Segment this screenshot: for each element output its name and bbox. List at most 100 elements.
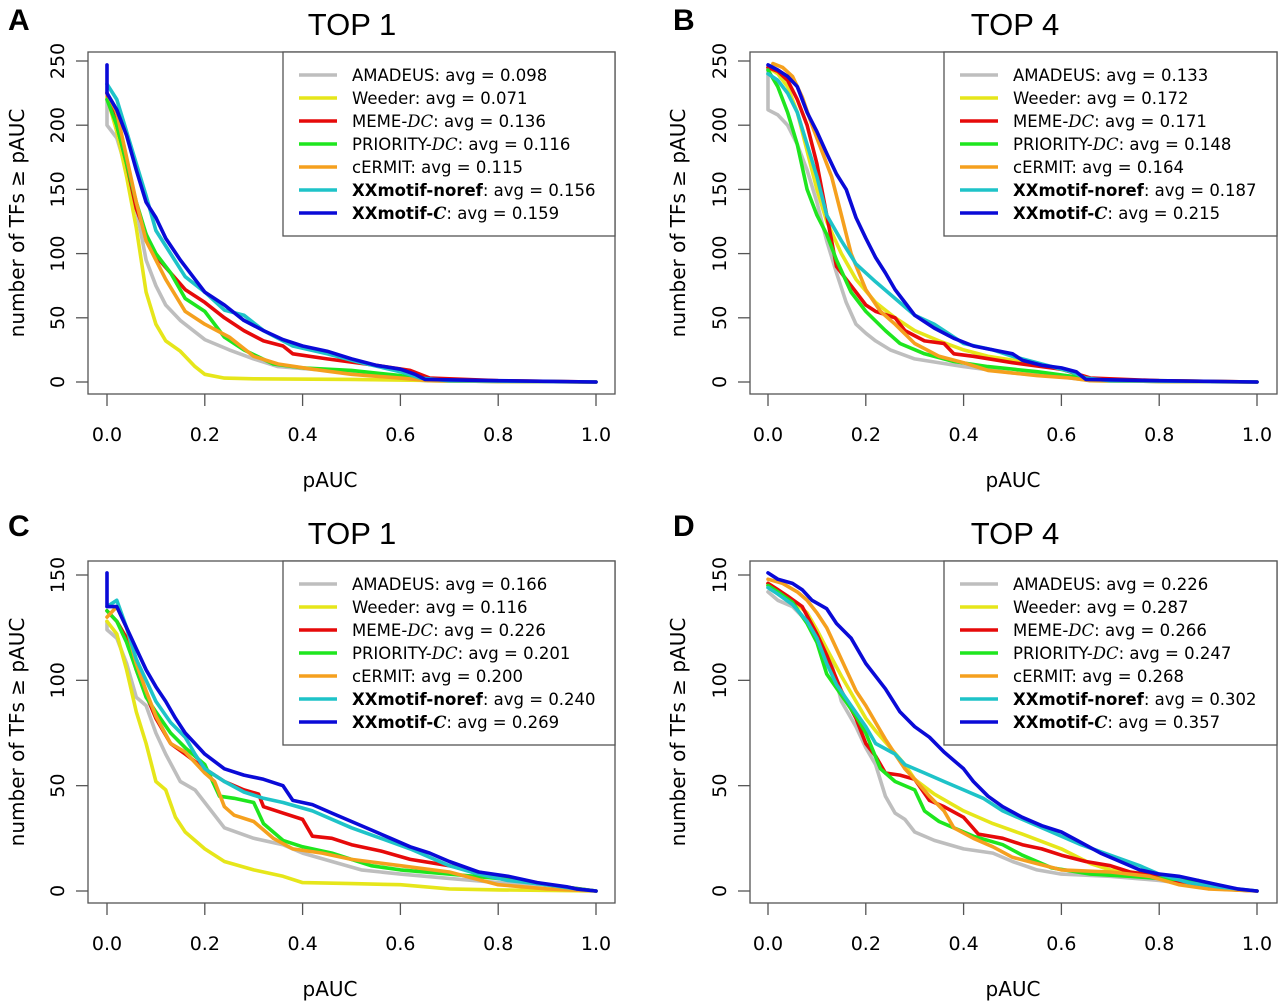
legend-label: MEME-DC: avg = 0.136 (352, 112, 546, 131)
legend-avg: : avg = (1094, 621, 1159, 640)
legend-series-suffix: DC (406, 621, 433, 640)
legend-series-suffix: DC (1067, 112, 1094, 131)
legend-series-suffix: DC (431, 135, 458, 154)
x-tick-label: 0.2 (851, 933, 881, 955)
legend-avg: : avg = (446, 713, 511, 732)
legend-series-name: MEME- (1013, 621, 1068, 640)
panel-d: D TOP 4 0.0 0.2 0.4 0.6 0.8 1.0 0 50 100 150 pAUC num… (666, 510, 1278, 1001)
legend-avg-value: 0.266 (1160, 621, 1207, 640)
legend-label: AMADEUS: avg = 0.226 (1013, 575, 1208, 594)
y-tick-label: 150 (47, 557, 69, 593)
legend-label: PRIORITY-DC: avg = 0.116 (352, 135, 570, 154)
series-line-xxmotif-c (105, 63, 598, 384)
legend-avg-value: 0.166 (500, 575, 547, 594)
x-tick-label: 0.4 (948, 933, 978, 955)
y-tick-label: 150 (709, 171, 731, 207)
panel-letter: B (673, 4, 695, 37)
x-tick-label: 0.4 (948, 424, 978, 446)
legend-series-name: XXmotif-noref (352, 181, 484, 200)
legend-label: MEME-DC: avg = 0.266 (1013, 621, 1207, 640)
legend-series-name: cERMIT (1013, 158, 1074, 177)
y-tick-label: 0 (47, 376, 69, 388)
series-line-weeder (105, 619, 598, 893)
y-axis-label: number of TFs ≥ pAUC (5, 618, 29, 847)
legend-label: XXmotif-C: avg = 0.357 (1013, 713, 1220, 732)
x-tick-label: 0.2 (190, 933, 220, 955)
legend-avg-value: 0.156 (548, 181, 595, 200)
legend-series-name: XXmotif- (352, 713, 433, 732)
legend-label: MEME-DC: avg = 0.171 (1013, 112, 1207, 131)
x-tick-label: 1.0 (581, 933, 611, 955)
legend-label: XXmotif-noref: avg = 0.156 (352, 181, 596, 200)
y-tick-label: 150 (47, 171, 69, 207)
x-axis-label: pAUC (303, 468, 358, 492)
x-axis-label: pAUC (986, 977, 1041, 1001)
legend-avg-value: 0.071 (480, 89, 527, 108)
legend-avg: : avg = (435, 66, 500, 85)
legend-label: PRIORITY-DC: avg = 0.148 (1013, 135, 1231, 154)
legend-avg-value: 0.247 (1184, 644, 1231, 663)
x-tick-label: 0.2 (190, 424, 220, 446)
legend-avg: : avg = (458, 644, 523, 663)
x-tick-label: 0.2 (851, 424, 881, 446)
legend-series-suffix: DC (1067, 621, 1094, 640)
panel-a: A TOP 1 0.0 0.2 0.4 0.6 0.8 1.0 0 50 100 150 200 250 p… (5, 4, 616, 492)
legend-avg-value: 0.215 (1173, 204, 1220, 223)
legend-series-name: cERMIT (352, 158, 413, 177)
legend-series-name: PRIORITY- (352, 644, 432, 663)
legend-avg: : avg = (1076, 89, 1141, 108)
legend-series-name: PRIORITY- (1013, 135, 1093, 154)
x-axis-label: pAUC (986, 468, 1041, 492)
x-tick-label: 0.0 (92, 933, 122, 955)
x-tick-label: 1.0 (581, 424, 611, 446)
chart-title: TOP 1 (308, 7, 396, 42)
legend-avg-value: 0.269 (512, 713, 559, 732)
legend-label: Weeder: avg = 0.172 (1013, 89, 1189, 108)
legend-series-name: XXmotif-noref (1013, 690, 1145, 709)
legend-series-name: Weeder (352, 598, 415, 617)
x-tick-label: 1.0 (1242, 933, 1272, 955)
legend-avg: : avg = (1119, 135, 1184, 154)
y-tick-label: 50 (47, 774, 69, 798)
series-line-xxmotif-c (766, 63, 1259, 384)
x-tick-label: 0.6 (1046, 933, 1076, 955)
y-tick-label: 100 (709, 662, 731, 698)
legend-avg-value: 0.164 (1137, 158, 1184, 177)
legend-series-name: XXmotif- (1013, 204, 1094, 223)
legend-avg: : avg = (483, 181, 548, 200)
legend-avg-value: 0.136 (499, 112, 546, 131)
legend-avg: : avg = (483, 690, 548, 709)
legend-avg-value: 0.268 (1137, 667, 1184, 686)
legend-avg-value: 0.133 (1161, 66, 1208, 85)
series-line-xxmotif-noref (766, 585, 1259, 893)
legend-label: PRIORITY-DC: avg = 0.247 (1013, 644, 1231, 663)
y-tick-label: 100 (47, 662, 69, 698)
legend-avg: : avg = (1096, 575, 1161, 594)
y-tick-label: 200 (47, 107, 69, 143)
legend-avg: : avg = (1107, 713, 1172, 732)
y-axis-label: number of TFs ≥ pAUC (666, 618, 690, 847)
legend-avg: : avg = (433, 112, 498, 131)
legend-avg-value: 0.116 (523, 135, 570, 154)
legend-series-name: MEME- (352, 621, 407, 640)
legend-avg-value: 0.172 (1141, 89, 1188, 108)
legend-series-name: XXmotif- (1013, 713, 1094, 732)
legend-avg: : avg = (1094, 112, 1159, 131)
legend-frame (282, 560, 616, 746)
legend-frame (943, 560, 1278, 746)
x-axis-label: pAUC (303, 977, 358, 1001)
x-tick-label: 0.0 (92, 424, 122, 446)
legend-avg-value: 0.226 (499, 621, 546, 640)
x-tick-label: 0.4 (287, 424, 317, 446)
legend-avg: : avg = (435, 575, 500, 594)
legend-label: PRIORITY-DC: avg = 0.201 (352, 644, 570, 663)
x-tick-label: 0.8 (1144, 933, 1174, 955)
legend-series-name: AMADEUS (352, 66, 435, 85)
series-line-priority-dc (105, 609, 598, 893)
series-line-weeder (105, 95, 598, 384)
legend-label: cERMIT: avg = 0.268 (1013, 667, 1184, 686)
y-tick-label: 200 (709, 107, 731, 143)
